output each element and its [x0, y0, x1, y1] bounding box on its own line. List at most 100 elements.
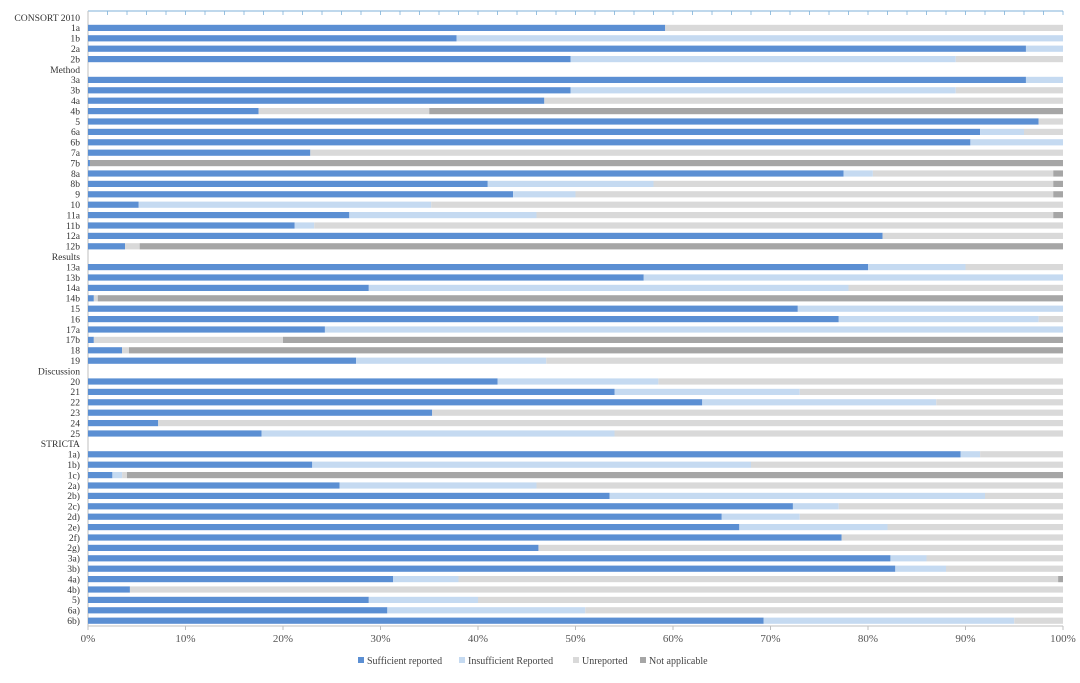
row-label: 12b — [66, 242, 81, 253]
bar-segment — [88, 326, 325, 333]
bar-segment — [88, 243, 126, 250]
bar-segment — [324, 326, 1063, 333]
bar-segment — [799, 388, 1063, 395]
bar-segment — [887, 524, 1063, 531]
bar-segment — [393, 576, 459, 583]
bar-segment — [985, 492, 1063, 499]
section-label: Method — [50, 65, 80, 76]
row-label: 2g) — [67, 543, 80, 554]
bar-segment — [609, 492, 985, 499]
bar-segment — [456, 35, 1063, 42]
row-label: 2a) — [68, 481, 80, 492]
row-label: 6a) — [68, 606, 80, 617]
bar-segment — [88, 45, 1026, 52]
row-label: 6b — [70, 138, 80, 149]
x-tick-label: 40% — [468, 633, 488, 645]
legend-label: Unreported — [582, 656, 628, 667]
bar-segment — [536, 212, 1054, 219]
bar-segment — [538, 544, 1063, 551]
bar-segment — [88, 118, 1039, 125]
bar-segment — [88, 191, 514, 198]
bar-segment — [739, 524, 888, 531]
row-label: 11a — [67, 210, 81, 221]
row-label: 12a — [66, 231, 81, 242]
bar-segment — [88, 24, 666, 31]
bar-segment — [261, 430, 615, 437]
bar-segment — [88, 451, 961, 458]
bar-segment — [294, 222, 315, 229]
bar-segment — [88, 607, 388, 614]
bar-segment — [1053, 212, 1063, 219]
bar-segment — [1058, 576, 1063, 583]
bar-segment — [513, 191, 576, 198]
bar-segment — [258, 108, 430, 115]
bar-segment — [88, 461, 313, 468]
row-label: 3b) — [67, 564, 80, 575]
bar-segment — [585, 607, 1063, 614]
bar-segment — [88, 284, 369, 291]
bar-segment — [88, 201, 139, 208]
bar-segment — [653, 180, 1054, 187]
bar-segment — [112, 472, 123, 479]
bar-segment — [88, 472, 113, 479]
bar-segment — [88, 305, 798, 312]
bar-segment — [614, 430, 1063, 437]
row-label: 1a) — [68, 450, 80, 461]
bar-segment — [88, 482, 340, 489]
bar-segment — [643, 274, 1063, 281]
bar-segment — [88, 108, 259, 115]
bar-segment — [570, 56, 956, 63]
legend-label: Sufficient reported — [367, 656, 442, 667]
bar-segment — [955, 87, 1063, 94]
bars-group — [88, 24, 1064, 624]
row-label: 4b — [70, 106, 80, 117]
bar-segment — [368, 596, 478, 603]
bar-segment — [88, 56, 571, 63]
bar-segment — [349, 212, 537, 219]
bar-segment — [88, 170, 844, 177]
bar-segment — [88, 586, 130, 593]
x-tick-label: 0% — [81, 633, 96, 645]
bar-segment — [431, 201, 1063, 208]
bar-segment — [122, 472, 127, 479]
bar-segment — [1025, 76, 1063, 83]
bar-segment — [88, 232, 883, 239]
x-tick-label: 20% — [273, 633, 293, 645]
row-label: 2c) — [68, 502, 80, 513]
bar-segment — [838, 503, 1063, 510]
bar-segment — [387, 607, 586, 614]
row-label: 5 — [75, 117, 80, 128]
bar-segment — [93, 295, 98, 302]
bar-segment — [88, 378, 498, 385]
legend-swatch — [358, 657, 364, 663]
row-label: 18 — [70, 346, 80, 357]
bar-segment — [763, 617, 1015, 624]
legend-swatch — [459, 657, 465, 663]
row-label: 3a — [71, 75, 81, 86]
bar-segment — [88, 336, 94, 343]
bar-segment — [88, 222, 295, 229]
row-label: 1b — [70, 34, 80, 45]
row-label: 14b — [66, 294, 81, 305]
legend-label: Insufficient Reported — [468, 656, 553, 667]
bar-segment — [575, 191, 1054, 198]
bar-segment — [1038, 316, 1063, 323]
bar-segment — [88, 388, 615, 395]
bar-segment — [88, 139, 971, 146]
bar-segment — [88, 76, 1026, 83]
bar-segment — [127, 472, 1063, 479]
row-label: 2f) — [69, 533, 80, 544]
bar-segment — [536, 482, 1063, 489]
row-label: 2b — [70, 54, 80, 65]
row-label: 2b) — [67, 491, 80, 502]
bar-segment — [848, 284, 1063, 291]
bar-segment — [946, 565, 1063, 572]
bar-segment — [799, 513, 1063, 520]
row-label: 24 — [70, 418, 80, 429]
x-tick-label: 50% — [565, 633, 585, 645]
bar-segment — [356, 357, 547, 364]
row-label: 16 — [70, 314, 80, 325]
bar-segment — [88, 274, 644, 281]
legend-swatch — [640, 657, 646, 663]
